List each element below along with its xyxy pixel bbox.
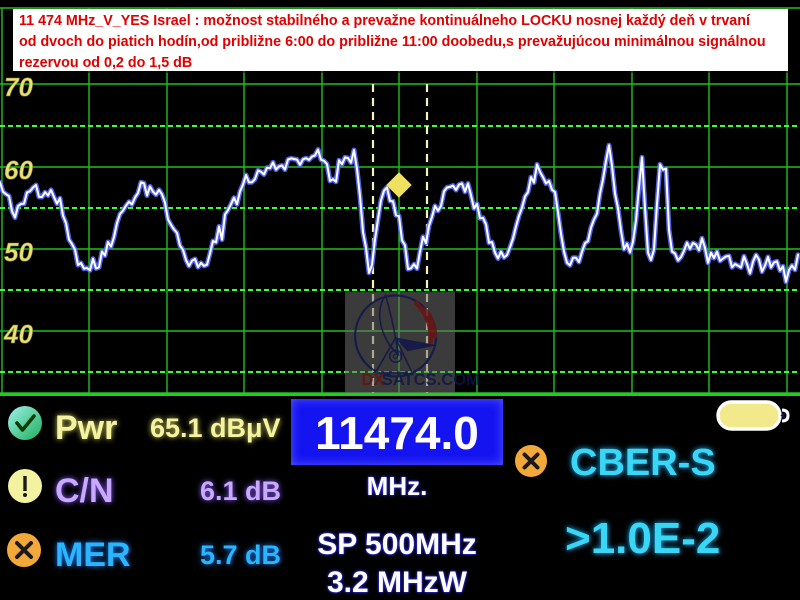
svg-text:SATCS.COM: SATCS.COM bbox=[382, 370, 480, 389]
svg-text:70: 70 bbox=[4, 72, 33, 102]
svg-text:40: 40 bbox=[3, 319, 33, 349]
svg-text:50: 50 bbox=[4, 237, 33, 267]
svg-text:60: 60 bbox=[4, 155, 33, 185]
